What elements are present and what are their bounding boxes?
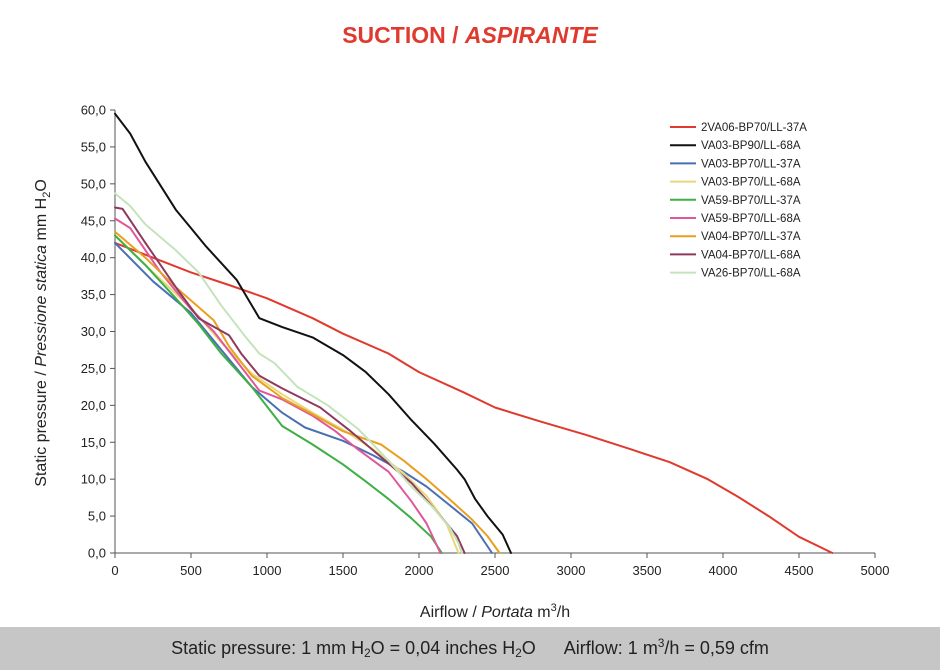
- y-tick-label: 0,0: [88, 546, 106, 561]
- x-axis-label: Airflow / Portata m3/h: [420, 602, 570, 621]
- y-tick-label: 15,0: [81, 435, 106, 450]
- y-tick-label: 50,0: [81, 176, 106, 191]
- series-line-va26-bp70-ll-68a: [114, 192, 463, 554]
- suction-chart: 0,0 5,0 10,0 15,0 20,0 25,0 30,0 35,0 40,0 45,0 50…: [33, 103, 890, 622]
- y-axis-label: Static pressure / Pressione statica mm H…: [33, 179, 53, 487]
- chart-axes: 0,0 5,0 10,0 15,0 20,0 25,0 30,0 35,0 40,0 45,0 50…: [81, 103, 890, 579]
- legend-entry: VA04-BP70/LL-37A: [701, 231, 801, 243]
- y-tick-label: 20,0: [81, 398, 106, 413]
- title-main: SUCTION /: [342, 22, 459, 48]
- legend-entry: VA59-BP70/LL-68A: [701, 213, 801, 225]
- y-tick-label: 40,0: [81, 250, 106, 265]
- series-line-va04-bp70-ll-68a: [114, 206, 466, 554]
- chart-legend: 2VA06-BP70/LL-37A VA03-BP90/LL-68A VA03-BP…: [662, 117, 862, 289]
- series-line-va59-bp70-ll-37a: [114, 234, 443, 554]
- x-tick-label: 3500: [633, 563, 662, 578]
- footer-bar: Static pressure: 1 mm H2O = 0,04 inches …: [0, 627, 940, 670]
- title-italic: ASPIRANTE: [464, 22, 598, 48]
- legend-entry: VA59-BP70/LL-37A: [701, 195, 801, 207]
- airflow-note: Airflow: 1 m3/h = 0,59 cfm: [563, 637, 769, 658]
- x-tick-label: 2500: [481, 563, 510, 578]
- series-line-va03-bp70-ll-37a: [114, 241, 493, 554]
- x-tick-label: 1000: [253, 563, 282, 578]
- x-tick-label: 4500: [785, 563, 814, 578]
- chart-title: SUCTION / ASPIRANTE: [0, 22, 940, 49]
- chart-series-group: [114, 112, 834, 554]
- x-tick-label: 1500: [329, 563, 358, 578]
- y-tick-label: 35,0: [81, 287, 106, 302]
- x-tick-label: 5000: [861, 563, 890, 578]
- series-line-va03-bp90-ll-68a: [114, 112, 512, 554]
- x-tick-label: 3000: [557, 563, 586, 578]
- y-tick-label: 30,0: [81, 324, 106, 339]
- y-tick-label: 60,0: [81, 103, 106, 118]
- y-tick-label: 5,0: [88, 509, 106, 524]
- legend-entry: VA04-BP70/LL-68A: [701, 249, 801, 261]
- series-line-2va06-bp70-ll-37a: [114, 241, 834, 554]
- series-line-va03-bp70-ll-68a: [114, 234, 460, 554]
- y-tick-label: 10,0: [81, 472, 106, 487]
- footer-note: Static pressure: 1 mm H2O = 0,04 inches …: [0, 637, 940, 660]
- x-tick-label: 4000: [709, 563, 738, 578]
- x-tick-label: 500: [180, 563, 202, 578]
- legend-entry: VA03-BP70/LL-37A: [701, 158, 801, 170]
- y-tick-label: 45,0: [81, 213, 106, 228]
- legend-entry: 2VA06-BP70/LL-37A: [701, 122, 807, 134]
- legend-entry: VA26-BP70/LL-68A: [701, 268, 801, 280]
- x-tick-label: 0: [111, 563, 118, 578]
- series-line-va04-bp70-ll-37a: [114, 230, 501, 554]
- y-tick-label: 25,0: [81, 361, 106, 376]
- y-tick-label: 55,0: [81, 139, 106, 154]
- series-line-va59-bp70-ll-68a: [114, 217, 442, 554]
- legend-entry: VA03-BP70/LL-68A: [701, 177, 801, 189]
- legend-entry: VA03-BP90/LL-68A: [701, 140, 801, 152]
- pressure-note: Static pressure: 1 mm H2O = 0,04 inches …: [171, 638, 536, 660]
- x-tick-label: 2000: [405, 563, 434, 578]
